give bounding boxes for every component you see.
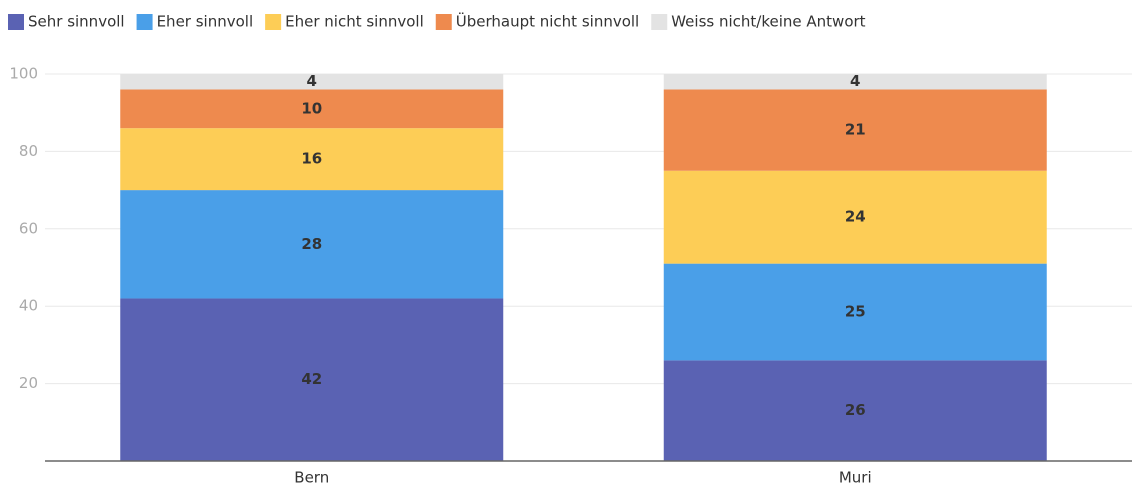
- data-label: 26: [845, 401, 866, 419]
- bar-segment: [663, 263, 1047, 361]
- y-tick-label: 100: [9, 65, 38, 83]
- legend-swatch: [8, 14, 24, 30]
- bar-segment: [663, 360, 1047, 461]
- bar-segment: [663, 170, 1047, 264]
- data-label: 24: [845, 208, 866, 226]
- legend-swatch: [651, 14, 668, 30]
- legend-label: Eher nicht sinnvoll: [285, 13, 424, 31]
- bar-segment: [120, 190, 504, 299]
- bar-segment: [120, 128, 504, 191]
- y-tick-label: 40: [19, 297, 38, 315]
- legend-swatch: [435, 14, 452, 30]
- legend-label: Weiss nicht/keine Antwort: [671, 13, 865, 31]
- data-label: 4: [850, 72, 860, 90]
- x-tick-label: Bern: [294, 469, 329, 486]
- bar-segment: [120, 89, 504, 129]
- data-label: 25: [845, 303, 866, 321]
- data-label: 10: [301, 99, 322, 117]
- legend-label: Überhaupt nicht sinnvoll: [456, 12, 639, 31]
- legend-swatch: [136, 14, 153, 30]
- bar-segment: [120, 298, 504, 461]
- legend-swatch: [265, 14, 282, 30]
- data-label: 16: [301, 150, 322, 168]
- bar-segment: [120, 74, 504, 90]
- bar-segment: [663, 74, 1047, 90]
- data-label: 42: [301, 370, 322, 388]
- data-label: 28: [301, 235, 322, 253]
- y-tick-label: 60: [19, 219, 38, 237]
- y-tick-label: 80: [19, 142, 38, 160]
- legend-label: Sehr sinnvoll: [28, 13, 125, 31]
- x-tick-label: Muri: [839, 469, 872, 486]
- data-label: 4: [307, 72, 317, 90]
- y-tick-label: 20: [19, 374, 38, 392]
- bar-segment: [663, 89, 1047, 171]
- legend-label: Eher sinnvoll: [157, 13, 254, 31]
- data-label: 21: [845, 121, 866, 139]
